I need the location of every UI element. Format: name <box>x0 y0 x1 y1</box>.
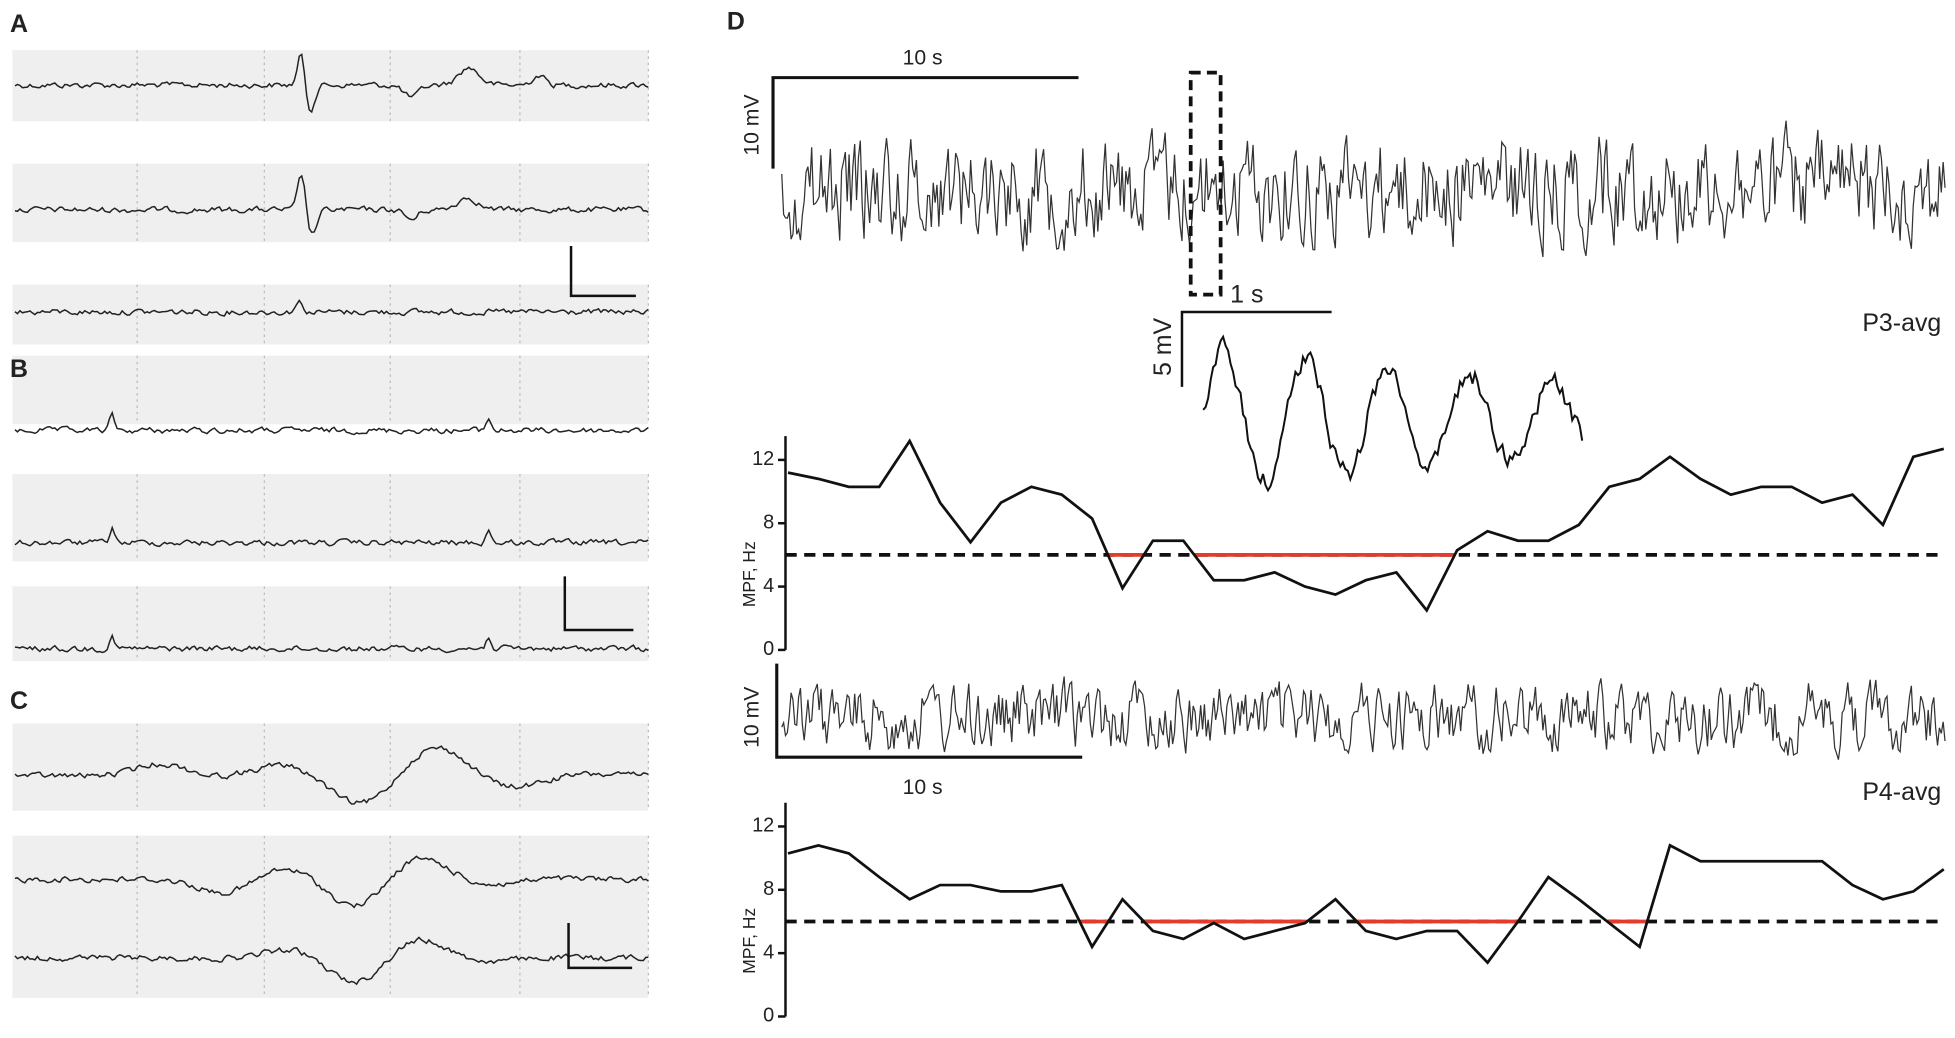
trace-background <box>12 284 649 345</box>
panel-label: B <box>10 355 28 383</box>
y-tick-label: 0 <box>763 638 774 660</box>
y-tick-label: 12 <box>752 448 774 470</box>
y-axis-label: MPF, Hz <box>739 908 759 974</box>
panel-label: C <box>10 687 28 715</box>
scale-label: 5 mV <box>1149 317 1177 376</box>
y-tick-label: 12 <box>752 815 774 837</box>
scale-label: 10 s <box>903 776 943 799</box>
eeg-trace <box>1202 334 1584 493</box>
scale-bar <box>563 576 634 632</box>
decor <box>12 50 1946 998</box>
eeg-trace <box>14 936 649 986</box>
trace-background <box>12 163 649 243</box>
eeg-trace <box>14 525 649 548</box>
trace-background <box>12 723 649 811</box>
eeg-trace <box>14 410 649 436</box>
panel-label: D <box>727 7 745 35</box>
y-tick-label: 4 <box>763 575 774 597</box>
eeg-trace <box>14 855 649 909</box>
y-tick-label: 8 <box>763 878 774 900</box>
trace-background <box>12 835 649 917</box>
scale-label: 10 s <box>903 47 943 70</box>
scale-label: 1 s <box>1230 280 1263 308</box>
trace-label: P3-avg <box>1862 309 1941 337</box>
scale-bar <box>775 663 1083 759</box>
y-tick-label: 0 <box>763 1005 774 1027</box>
panel-label: A <box>10 10 28 38</box>
scale-bar <box>1180 310 1332 387</box>
eeg-trace <box>14 299 649 317</box>
trace-label: P4-avg <box>1862 778 1941 806</box>
eeg-trace <box>14 174 649 234</box>
scale-bar <box>567 922 633 970</box>
trace-background <box>12 910 649 998</box>
inset-box <box>1188 70 1223 297</box>
y-axis-label: MPF, Hz <box>739 541 759 607</box>
y-tick-label: 4 <box>763 941 774 963</box>
y-tick-label: 8 <box>763 512 774 534</box>
trace-background <box>12 474 649 562</box>
scale-label: 10 mV <box>741 94 764 156</box>
mpf-line <box>787 438 1945 613</box>
scale-bar <box>569 245 636 298</box>
eeg-trace <box>781 676 1946 760</box>
trace-background <box>12 355 649 425</box>
eeg-trace <box>14 745 649 805</box>
eeg-trace <box>14 53 649 114</box>
mpf-line <box>787 843 1945 965</box>
eeg-trace <box>14 633 649 654</box>
scale-bar <box>771 76 1079 169</box>
eeg-trace <box>781 120 1946 258</box>
scale-label: 10 mV <box>741 686 764 748</box>
